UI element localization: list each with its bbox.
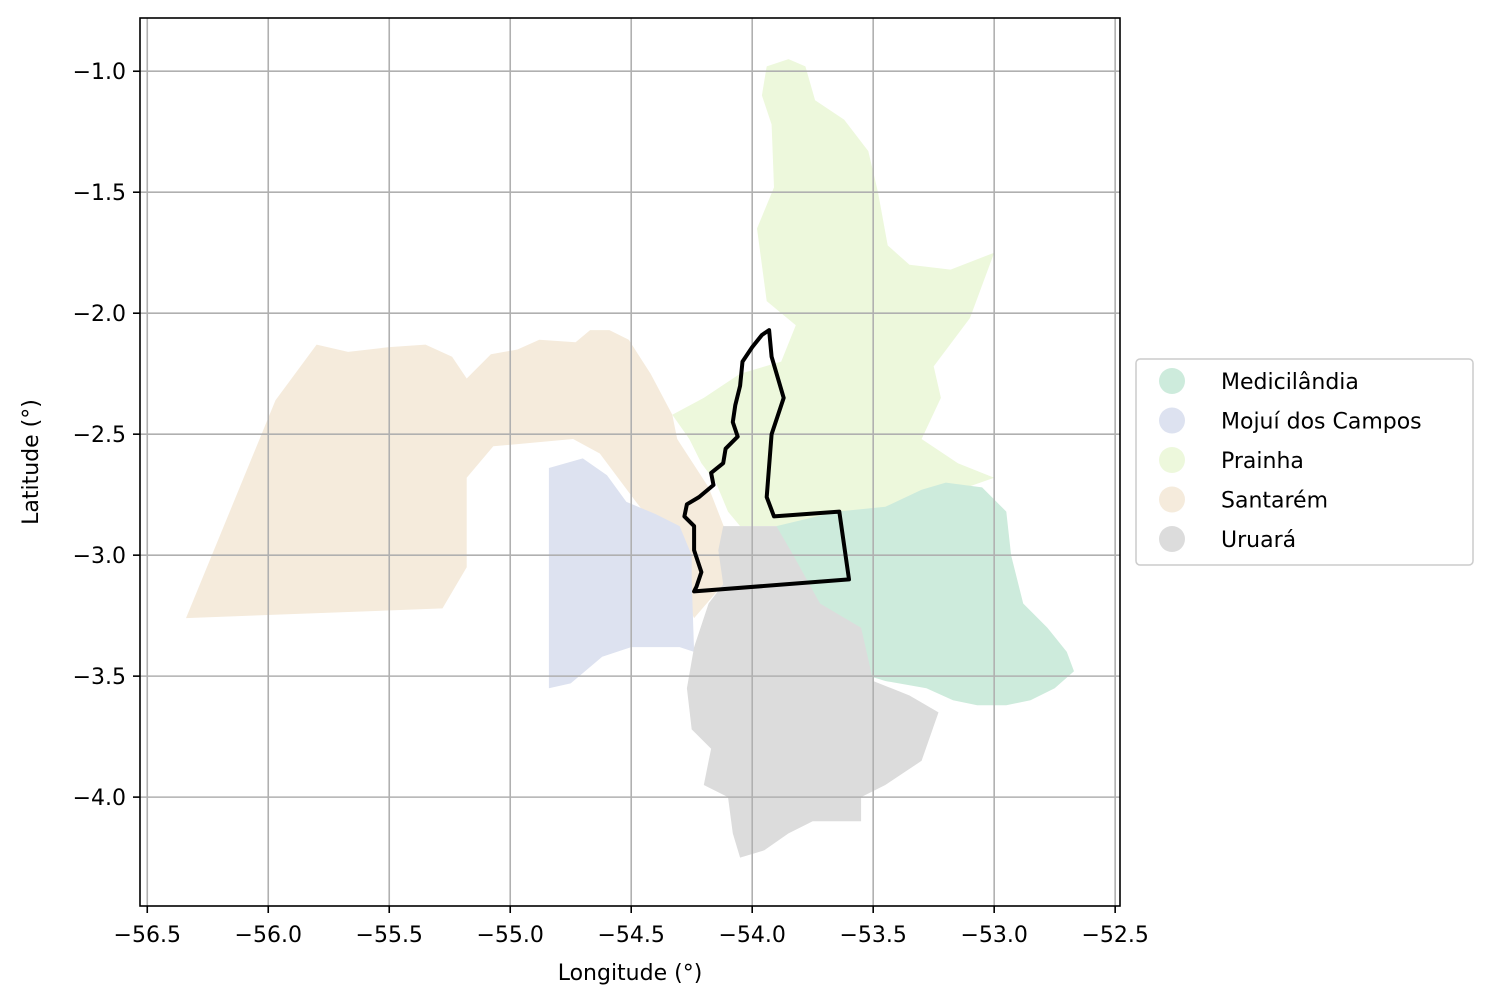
y-tick-label: −1.5: [73, 181, 126, 206]
grid-layer: [140, 18, 1120, 906]
x-tick-label: −55.5: [356, 923, 423, 948]
y-tick-label: −3.5: [73, 665, 126, 690]
legend-label-mojui-dos-campos: Mojuí dos Campos: [1221, 410, 1422, 435]
legend-label-santarem: Santarém: [1221, 489, 1328, 514]
legend-marker-santarem: [1159, 486, 1185, 513]
legend-box: [1135, 358, 1474, 566]
x-tick-label: −56.0: [235, 923, 302, 948]
region-mojui-dos-campos: [548, 458, 695, 689]
x-tick-label: −52.5: [1081, 923, 1148, 948]
legend-label-medicilandia: Medicilândia: [1221, 370, 1359, 395]
y-tick-label: −2.0: [73, 302, 126, 327]
region-santarem: [186, 330, 726, 619]
x-axis-ticks: −56.5 −56.0 −55.5 −55.0 −54.5 −54.0 −53.5 −53.0…: [114, 906, 1149, 948]
legend-marker-uruara: [1159, 526, 1185, 552]
y-axis-label: Latitude (°): [19, 399, 44, 525]
x-tick-label: −53.5: [839, 923, 906, 948]
legend: Medicilândia Mojuí dos Campos Prainha Santa…: [1135, 358, 1474, 566]
x-axis-label: Longitude (°): [558, 961, 703, 986]
legend-marker-prainha: [1159, 447, 1185, 473]
y-axis-ticks: −1.0 −1.5 −2.0 −2.5 −3.0 −3.5 −4.0: [73, 60, 140, 811]
y-tick-label: −1.0: [73, 60, 126, 85]
y-tick-label: −3.0: [73, 544, 126, 569]
axes-frame: [139, 17, 1121, 907]
x-tick-label: −54.0: [718, 923, 785, 948]
legend-label-prainha: Prainha: [1221, 449, 1304, 474]
y-tick-label: −4.0: [73, 786, 126, 811]
x-tick-label: −54.5: [597, 923, 664, 948]
legend-marker-medicilandia: [1159, 368, 1185, 394]
legend-label-uruara: Uruará: [1221, 528, 1296, 553]
outline-layer: [682, 328, 851, 594]
y-tick-label: −2.5: [73, 423, 126, 448]
highlight-outline: [682, 328, 851, 594]
x-tick-label: −55.0: [477, 923, 544, 948]
legend-marker-mojui-dos-campos: [1159, 407, 1185, 434]
region-uruara: [686, 526, 939, 858]
legend-entries: Medicilândia Mojuí dos Campos Prainha Santa…: [1159, 368, 1422, 553]
x-tick-label: −53.0: [960, 923, 1027, 948]
x-tick-label: −56.5: [114, 923, 181, 948]
